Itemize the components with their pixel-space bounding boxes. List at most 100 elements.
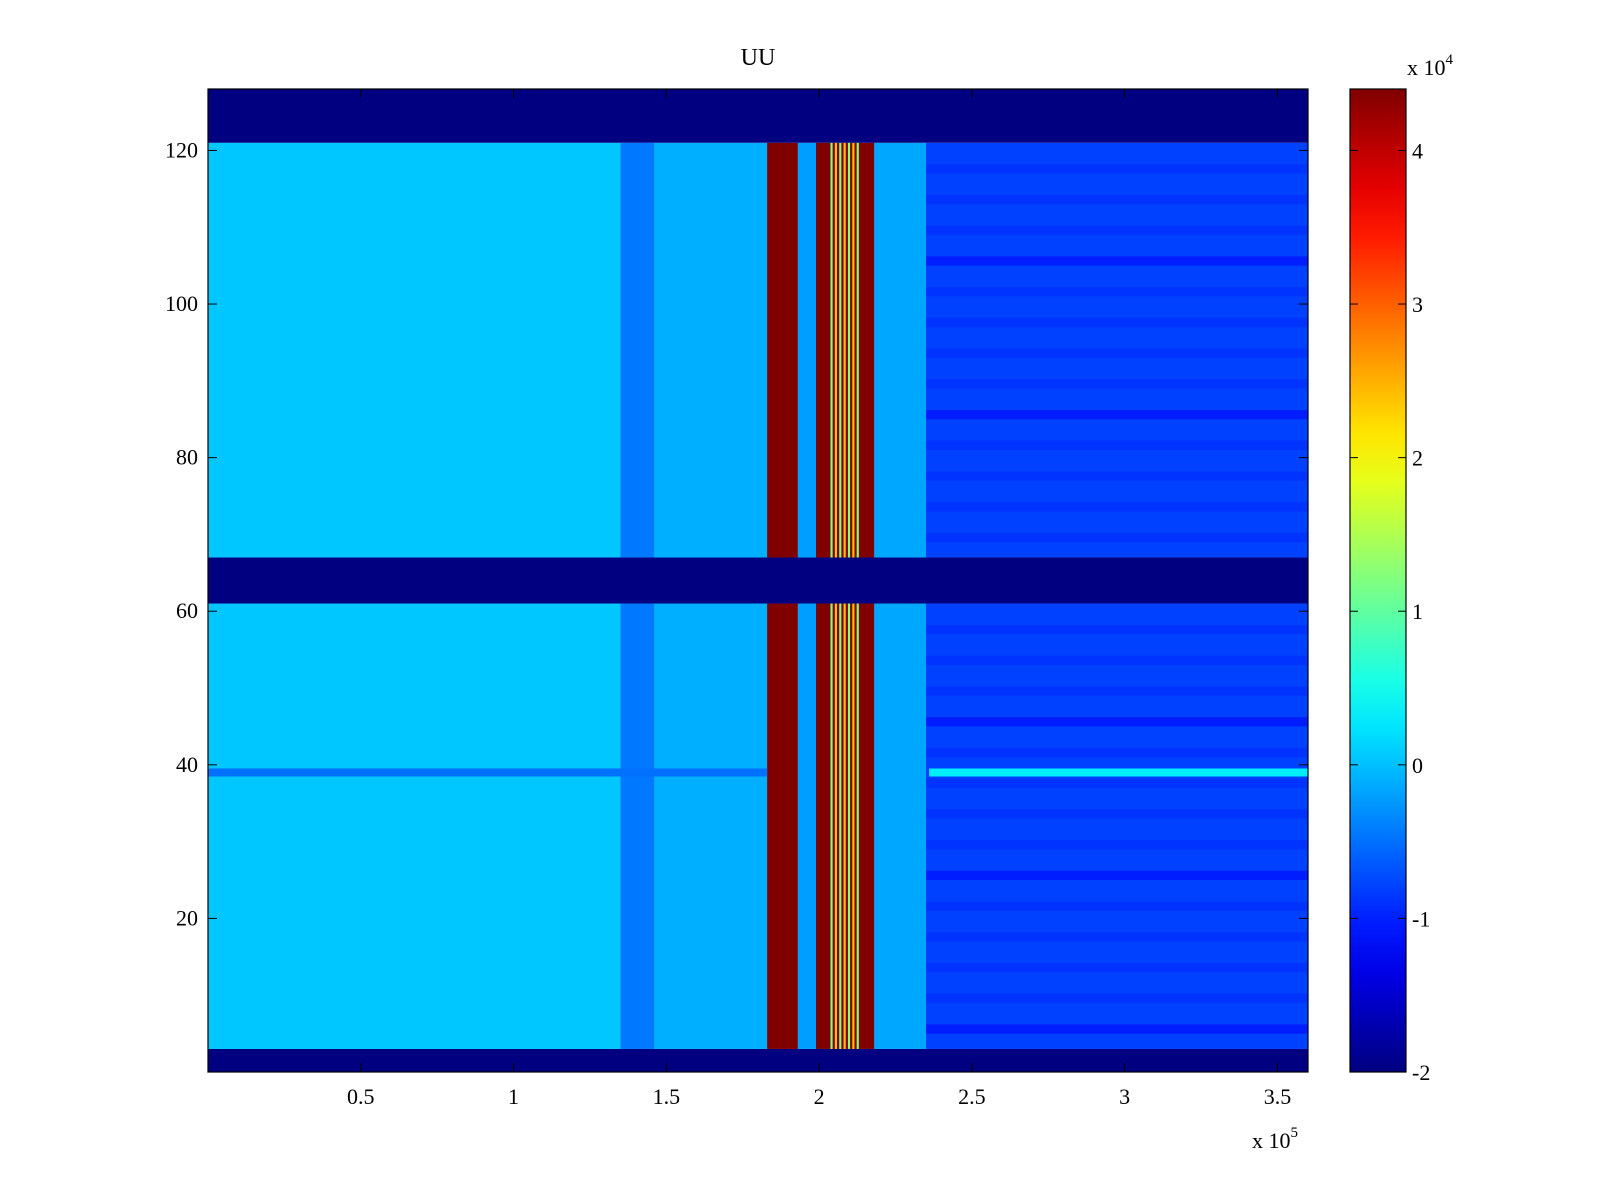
heatmap-cell xyxy=(208,603,621,1049)
heatmap-texture-row xyxy=(926,717,1308,727)
heatmap-cell xyxy=(843,603,847,1049)
heatmap-cell xyxy=(830,142,834,558)
heatmap-cell xyxy=(832,603,836,1049)
heatmap-texture-row xyxy=(926,840,1308,850)
heatmap-cell xyxy=(852,603,855,1049)
heatmap-cell xyxy=(858,142,875,558)
heatmap-texture-row xyxy=(926,747,1308,758)
y-tick-label: 100 xyxy=(165,291,198,316)
heatmap-cell xyxy=(841,142,845,558)
heatmap-texture-row xyxy=(926,256,1308,266)
x-tick-label: 1.5 xyxy=(653,1084,681,1109)
heatmap-cell xyxy=(845,142,849,558)
heatmap-cell xyxy=(654,603,768,1049)
heatmap-cell xyxy=(837,142,840,558)
colorbar-tick-label: 0 xyxy=(1412,753,1423,778)
heatmap-cell xyxy=(620,603,655,1049)
y-tick-label: 60 xyxy=(176,598,198,623)
x-tick-labels: 0.5 1 1.5 2 2.5 3 3.5 xyxy=(347,1084,1291,1109)
heatmap-cell xyxy=(847,603,851,1049)
chart-title: UU xyxy=(741,45,776,71)
y-tick-label: 120 xyxy=(165,137,198,162)
heatmap-texture-row xyxy=(926,993,1308,1003)
heatmap-cell xyxy=(839,142,842,558)
x-tick-label: 1 xyxy=(508,1084,519,1109)
heatmap-texture-row xyxy=(926,164,1308,174)
heatmap-cell xyxy=(828,142,831,558)
heatmap-cell xyxy=(834,142,838,558)
heatmap-texture-row xyxy=(926,625,1308,635)
heatmap-cell xyxy=(816,142,829,558)
x-tick-label: 2 xyxy=(814,1084,825,1109)
heatmap-texture-row xyxy=(926,778,1308,788)
x-exponent-label: x 105 xyxy=(1252,1125,1298,1153)
heatmap-texture-row xyxy=(926,809,1308,819)
colorbar-tick-label: -2 xyxy=(1412,1060,1430,1085)
heatmap-texture-row xyxy=(926,379,1308,389)
heatmap-cell xyxy=(839,603,842,1049)
heatmap-texture-row xyxy=(926,410,1308,420)
colorbar-tick-label: -1 xyxy=(1412,906,1430,931)
heatmap-cell xyxy=(858,603,875,1049)
heatmap-texture-row xyxy=(926,870,1308,881)
heatmap-texture-row xyxy=(926,962,1308,973)
heatmap-cell xyxy=(852,142,855,558)
heatmap-cell xyxy=(620,142,655,558)
heatmap-cell xyxy=(847,142,851,558)
heatmap-cell xyxy=(816,603,829,1049)
colorbar-frame xyxy=(1349,88,1407,1073)
heatmap-texture-row xyxy=(926,440,1308,450)
heatmap-cell xyxy=(843,142,847,558)
heatmap-cell xyxy=(208,142,621,558)
heatmap-cell xyxy=(926,603,1308,1049)
heatmap-anomaly-row-right xyxy=(929,768,1308,777)
y-tick-label: 20 xyxy=(176,905,198,930)
x-tick-label: 0.5 xyxy=(347,1084,375,1109)
heatmap-texture-row xyxy=(926,932,1308,942)
heatmap-cell xyxy=(832,142,836,558)
heatmap-cell xyxy=(767,142,799,558)
heatmap-anomaly-row-left xyxy=(208,768,768,777)
heatmap-texture-row xyxy=(926,471,1308,481)
heatmap-texture-row xyxy=(926,225,1308,235)
y-tick-label: 40 xyxy=(176,752,198,777)
plot-frame xyxy=(207,88,1309,1073)
colorbar-tick-label: 4 xyxy=(1412,138,1423,163)
y-tick-labels: 20 40 60 80 100 120 xyxy=(165,137,198,930)
heatmap-cell xyxy=(654,142,768,558)
heatmap-texture-row xyxy=(926,502,1308,512)
heatmap-texture-row xyxy=(926,317,1308,328)
colorbar-tick-label: 3 xyxy=(1412,292,1423,317)
heatmap-cell xyxy=(767,603,799,1049)
heatmap-texture-row xyxy=(926,348,1308,358)
heatmap-cell xyxy=(854,603,858,1049)
heatmap-cell xyxy=(854,142,858,558)
plot-axes xyxy=(207,88,1309,1073)
heatmap-empty-band xyxy=(208,1048,1308,1072)
heatmap-empty-band xyxy=(208,557,1308,604)
colorbar-tick-label: 2 xyxy=(1412,446,1423,471)
colorbar-gradient xyxy=(1350,89,1406,1072)
heatmap-cell xyxy=(874,603,927,1049)
x-tick-label: 2.5 xyxy=(958,1084,986,1109)
heatmap-cell xyxy=(856,603,860,1049)
colorbar-exponent-label: x 104 xyxy=(1407,52,1454,80)
heatmap-cell xyxy=(797,603,817,1049)
x-tick-label: 3.5 xyxy=(1264,1084,1292,1109)
heatmap-cell xyxy=(845,603,849,1049)
colorbar-tick-labels: -2 -1 0 1 2 3 4 xyxy=(1412,138,1430,1085)
heatmap-cell xyxy=(850,603,853,1049)
heatmap-cell xyxy=(797,142,817,558)
heatmap-cell xyxy=(850,142,853,558)
heatmap-texture-row xyxy=(926,194,1308,205)
x-tick-label: 3 xyxy=(1119,1084,1130,1109)
heatmap-texture-row xyxy=(926,655,1308,665)
heatmap-cell xyxy=(837,603,840,1049)
heatmap-texture-row xyxy=(926,1024,1308,1034)
heatmap-empty-band xyxy=(208,89,1308,143)
y-tick-label: 80 xyxy=(176,445,198,470)
heatmap-cell xyxy=(830,603,834,1049)
heatmap-texture-row xyxy=(926,686,1308,696)
colorbar-tick-label: 1 xyxy=(1412,599,1423,624)
